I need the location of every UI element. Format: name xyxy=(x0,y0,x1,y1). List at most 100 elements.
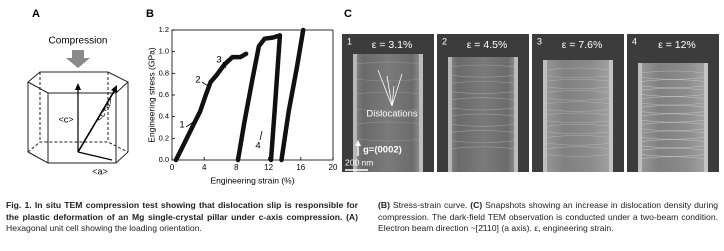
curve-marker: 4 xyxy=(255,141,260,152)
snapshot-index: 4 xyxy=(632,36,637,46)
x-tick-label: 12 xyxy=(264,163,273,172)
strain-label: ε = 7.6% xyxy=(562,39,603,51)
dislocation-line xyxy=(640,111,706,114)
dislocation-line xyxy=(545,97,611,101)
dislocation-line xyxy=(640,147,706,151)
y-tick-label: 1.0 xyxy=(159,47,169,56)
x-tick-label: 8 xyxy=(234,163,239,172)
panel-label: B xyxy=(146,8,154,20)
dislocation-line xyxy=(450,140,516,143)
pillar-edge xyxy=(419,54,423,172)
snapshot-index: 3 xyxy=(537,36,542,46)
dislocation-line xyxy=(450,74,516,78)
dislocation-line xyxy=(545,75,611,78)
dislocation-line xyxy=(640,113,706,117)
y-tick-label: 0.8 xyxy=(159,68,169,77)
dislocation-line xyxy=(545,142,611,146)
pillar-edge xyxy=(353,54,357,172)
dislocation-line xyxy=(545,101,611,105)
dislocation-line xyxy=(450,130,516,133)
dislocation-line xyxy=(640,94,706,97)
dislocation-line xyxy=(640,130,706,134)
dislocation-line xyxy=(640,79,706,82)
tem-snapshot: 2 ε = 4.5% xyxy=(437,34,529,172)
pillar xyxy=(638,63,708,172)
caption-text: Hexagonal unit cell showing the loading … xyxy=(6,223,202,233)
pillar-edge xyxy=(704,63,708,172)
pillar xyxy=(353,54,423,172)
arrow-head xyxy=(111,85,117,93)
hexagonal-prism xyxy=(27,71,129,164)
pointer xyxy=(377,69,393,107)
dislocation-line xyxy=(545,146,611,150)
dislocation-line xyxy=(545,78,611,82)
dislocation-line xyxy=(450,64,516,68)
curve-marker: 2 xyxy=(195,75,200,86)
panel-label: A xyxy=(32,8,40,20)
dislocation-line xyxy=(545,67,611,71)
strain-label: ε = 12% xyxy=(658,39,696,51)
x-tick-label: 4 xyxy=(202,163,207,172)
marker-pointer xyxy=(222,61,227,69)
caption-ref: (A) xyxy=(346,211,358,222)
pillar xyxy=(543,60,613,172)
tem-snapshot: 3 ε = 7.6% xyxy=(532,34,624,172)
dislocation-line xyxy=(545,135,611,138)
x-axis-title: Engineering strain (%) xyxy=(210,175,294,185)
caption-text: Stress-strain curve. xyxy=(392,200,468,210)
dislocation-line xyxy=(545,131,611,135)
x-tick-label: 16 xyxy=(296,163,305,172)
pointer xyxy=(391,73,403,107)
caption-title: Fig. 1. In situ TEM compression test sho… xyxy=(6,200,358,222)
dislocation-line xyxy=(640,70,706,74)
caption-right: (B) Stress-strain curve. (C) Snapshots s… xyxy=(378,200,718,235)
dislocation-line xyxy=(640,119,706,123)
dislocation-line xyxy=(640,156,706,160)
caption-text: Snapshots showing an increase in disloca… xyxy=(378,200,719,233)
strain-label: ε = 4.5% xyxy=(467,39,508,51)
caption-left: Fig. 1. In situ TEM compression test sho… xyxy=(6,200,358,235)
dislocation-line xyxy=(450,97,516,101)
plot-frame xyxy=(171,29,334,161)
dislocation-line xyxy=(450,123,516,127)
dislocation-line xyxy=(355,138,421,142)
x-tick-label: 20 xyxy=(329,163,338,172)
y-tick-label: 0.2 xyxy=(159,133,169,142)
dislocation-line xyxy=(640,87,706,91)
compression-arrow xyxy=(66,50,90,68)
dislocation-line xyxy=(545,112,611,116)
y-axis-title: Engineering stress (GPa) xyxy=(146,47,156,143)
c-plus-a-label: <c+a> xyxy=(94,96,115,123)
caption-ref: (B) xyxy=(378,200,390,210)
dislocation-line xyxy=(450,113,516,117)
pillar-edge xyxy=(609,60,613,172)
strain-label: ε = 3.1% xyxy=(372,39,413,51)
y-tick-label: 1.2 xyxy=(159,25,169,34)
dislocations-label: Dislocations xyxy=(366,109,417,120)
snapshot-index: 1 xyxy=(347,36,352,46)
dislocation-line xyxy=(640,122,706,125)
y-tick-label: 0.4 xyxy=(159,112,169,121)
dislocation-line xyxy=(355,61,421,65)
dislocation-line xyxy=(640,76,706,80)
curve-marker: 1 xyxy=(179,120,184,131)
dislocation-line xyxy=(450,107,516,111)
stress-strain-curve xyxy=(173,27,306,163)
pillar-edge xyxy=(543,60,547,172)
dislocation-line xyxy=(640,102,706,106)
panel-label: C xyxy=(344,8,352,20)
dislocation-line xyxy=(545,109,611,112)
pointer xyxy=(391,85,395,107)
dislocation-line xyxy=(545,90,611,93)
pillar-edge xyxy=(514,57,518,172)
marker-pointer xyxy=(259,130,263,141)
dislocation-line xyxy=(450,146,516,150)
dislocation-line xyxy=(640,139,706,142)
pillar xyxy=(448,57,518,172)
dislocation-line xyxy=(355,91,421,95)
arrow-head xyxy=(355,140,361,146)
y-tick-label: 0.0 xyxy=(159,155,169,164)
dislocation-line xyxy=(640,136,706,140)
compression-label: Compression xyxy=(49,36,108,47)
